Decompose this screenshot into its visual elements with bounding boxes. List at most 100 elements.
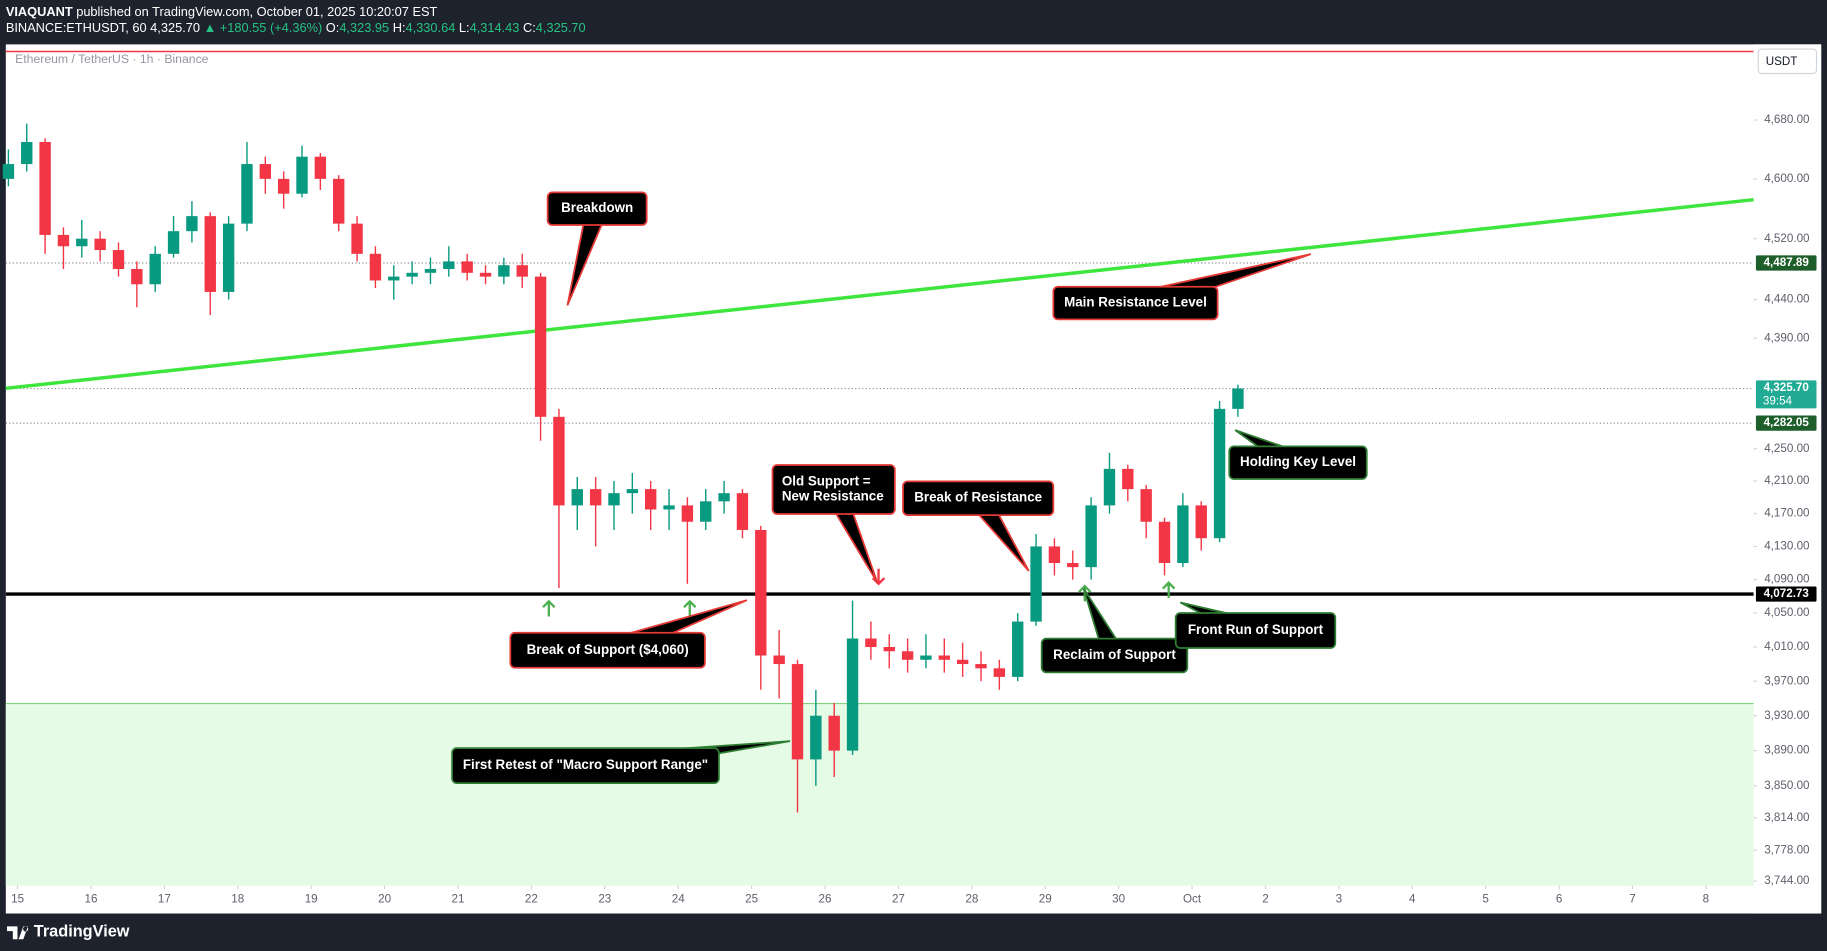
candle-body bbox=[626, 489, 639, 494]
ohlc-label: C: bbox=[523, 21, 536, 36]
y-unit: USDT bbox=[1766, 55, 1798, 68]
price-badge-label: 4,282.05 bbox=[1764, 416, 1810, 429]
price-timer: 39:54 bbox=[1763, 394, 1793, 407]
candle-body bbox=[810, 715, 822, 760]
signal-arrow bbox=[683, 599, 697, 617]
price-badge bbox=[1755, 586, 1817, 602]
annotation-box bbox=[1040, 637, 1189, 674]
brand: TradingView bbox=[34, 923, 130, 941]
candle-body bbox=[534, 276, 547, 417]
candle-body bbox=[553, 416, 565, 506]
y-tick-label: 4,440.00 bbox=[1764, 293, 1810, 306]
annotation-text: First Retest of "Macro Support Range" bbox=[463, 757, 708, 772]
candle-body bbox=[461, 261, 473, 273]
y-tick-label: 4,050.00 bbox=[1764, 606, 1810, 619]
candle-body bbox=[1158, 521, 1171, 563]
y-tick-label: 3,778.00 bbox=[1764, 843, 1810, 856]
last-price: 4,325.70 bbox=[150, 21, 200, 36]
x-tick-label: 3 bbox=[1336, 893, 1342, 906]
ohlc-label: H: bbox=[393, 21, 406, 36]
candle-body bbox=[956, 659, 969, 665]
price-badge-label: 4,072.73 bbox=[1764, 587, 1810, 600]
annotation-box bbox=[902, 480, 1055, 516]
x-tick-label: 19 bbox=[305, 893, 318, 906]
y-tick-label: 3,814.00 bbox=[1764, 811, 1810, 824]
candle-body bbox=[167, 231, 180, 254]
annotation-text: Holding Key Level bbox=[1240, 454, 1356, 469]
candle-body bbox=[39, 141, 51, 235]
candle-body bbox=[773, 655, 785, 665]
x-tick-label: 22 bbox=[525, 893, 538, 906]
y-tick-label: 4,680.00 bbox=[1764, 113, 1810, 126]
y-tick-label: 4,520.00 bbox=[1764, 232, 1810, 245]
candle-body bbox=[791, 664, 804, 760]
candle-body bbox=[112, 250, 125, 270]
annotation-text: Reclaim of Support bbox=[1053, 647, 1176, 662]
ohlc-value: 4,323.95 bbox=[339, 21, 389, 36]
candle-body bbox=[1177, 505, 1189, 563]
y-tick-label: 4,390.00 bbox=[1764, 331, 1810, 344]
x-tick-label: 6 bbox=[1556, 893, 1562, 906]
ohlc-value: 4,314.43 bbox=[470, 21, 520, 36]
candle-body bbox=[443, 261, 455, 270]
candle-body bbox=[314, 156, 327, 179]
y-tick-label: 4,210.00 bbox=[1764, 474, 1810, 487]
candle-body bbox=[241, 164, 253, 224]
annotation-text: Break of Support ($4,060) bbox=[527, 642, 689, 657]
symbol: BINANCE:ETHUSDT, 60 bbox=[6, 21, 147, 36]
candle-body bbox=[1012, 621, 1024, 677]
price-badge bbox=[1755, 380, 1817, 409]
candle-body bbox=[1122, 468, 1134, 490]
signal-arrow bbox=[1162, 581, 1176, 598]
x-tick-label: 4 bbox=[1409, 893, 1416, 906]
candle-body bbox=[259, 164, 272, 179]
annotation-box bbox=[1228, 445, 1368, 480]
y-tick-label: 3,744.00 bbox=[1764, 874, 1810, 887]
header-line-2: BINANCE:ETHUSDT, 60 4,325.70 ▲ +180.55 (… bbox=[6, 21, 586, 36]
candle-body bbox=[131, 269, 143, 285]
candle-body bbox=[1048, 546, 1061, 563]
annotation-box bbox=[1052, 285, 1219, 321]
signal-arrow bbox=[871, 568, 886, 586]
x-tick-label: 20 bbox=[378, 893, 391, 906]
candle-body bbox=[204, 216, 216, 292]
candle-body bbox=[663, 505, 675, 510]
candle-body bbox=[1103, 468, 1116, 506]
candle-body bbox=[333, 178, 345, 224]
y-tick-label: 4,130.00 bbox=[1764, 540, 1810, 553]
y-tick-label: 4,170.00 bbox=[1764, 507, 1810, 520]
annotation-text: Main Resistance Level bbox=[1064, 295, 1207, 310]
ohlc-value: 4,330.64 bbox=[406, 21, 456, 36]
candle-body bbox=[993, 668, 1006, 677]
ohlc-label: L: bbox=[459, 21, 470, 36]
candle-body bbox=[846, 638, 859, 751]
x-tick-label: 7 bbox=[1629, 893, 1635, 906]
candle-body bbox=[1067, 562, 1079, 568]
chart-title: Ethereum / TetherUS · 1h · Binance bbox=[15, 52, 209, 66]
x-tick-label: 24 bbox=[672, 893, 685, 906]
x-tick-label: 21 bbox=[452, 893, 465, 906]
x-tick-label: 16 bbox=[84, 893, 97, 906]
candle-body bbox=[865, 638, 877, 648]
candle-body bbox=[424, 269, 437, 273]
candle-body bbox=[1232, 388, 1244, 409]
unit-box bbox=[1757, 48, 1818, 75]
y-tick-label: 3,890.00 bbox=[1764, 744, 1810, 757]
price-axis bbox=[1753, 44, 1822, 914]
x-tick-label: 29 bbox=[1039, 893, 1052, 906]
footer-bar bbox=[0, 913, 1827, 951]
header-line-1: VIAQUANT published on TradingView.com, O… bbox=[6, 4, 438, 19]
candle-body bbox=[755, 529, 767, 656]
x-tick-label: 23 bbox=[598, 893, 611, 906]
candle-body bbox=[351, 223, 363, 254]
candle-body bbox=[975, 664, 987, 669]
candle-body bbox=[277, 178, 290, 194]
x-tick-label: 5 bbox=[1482, 893, 1488, 906]
candle-body bbox=[718, 493, 730, 502]
ohlc-value: 4,325.70 bbox=[536, 21, 586, 36]
x-tick-label: 17 bbox=[158, 893, 171, 906]
x-tick-label: 2 bbox=[1262, 893, 1268, 906]
logo-icon bbox=[6, 926, 29, 940]
candle-body bbox=[1030, 546, 1042, 622]
